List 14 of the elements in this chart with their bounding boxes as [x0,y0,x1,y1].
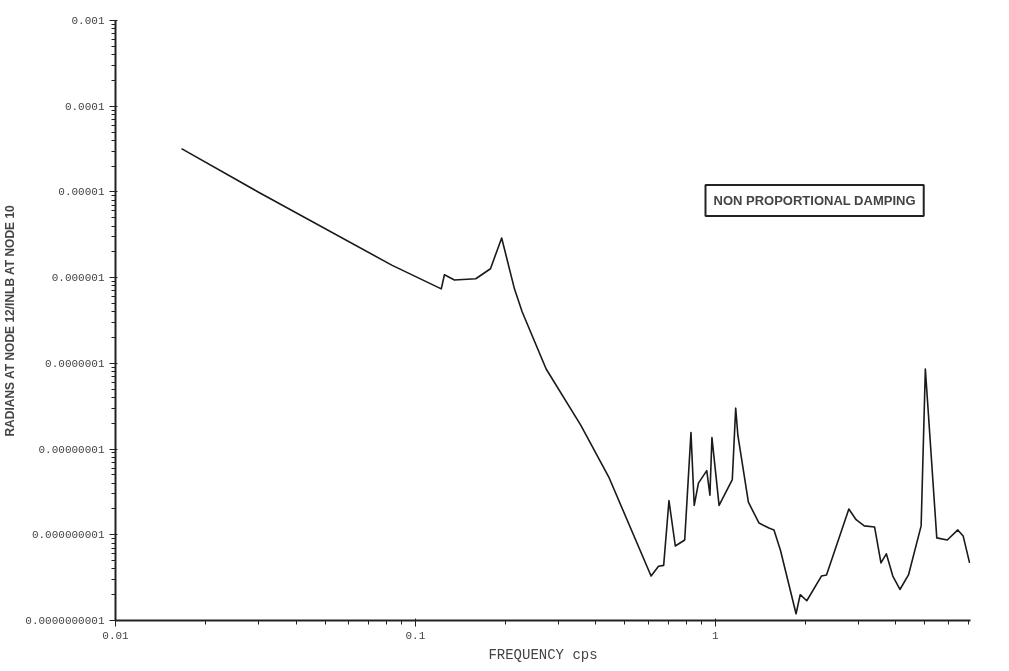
y-tick-label: 0.00001 [58,186,105,199]
x-tick-label: 0.01 [102,629,130,642]
x-tick-label: 0.1 [405,629,426,642]
x-tick-label: 1 [711,629,719,642]
y-tick-label: 0.0001 [64,100,105,113]
x-axis-title: FREQUENCY cps [488,646,598,663]
y-axis-title: RADIANS AT NODE 12/INLB AT NODE 10 [3,204,18,437]
y-tick-label: 0.000000001 [31,529,105,542]
y-tick-label: 0.00000001 [38,443,105,456]
y-tick-label: 0.000001 [51,272,105,285]
y-tick-label: 0.001 [71,15,105,27]
y-tick-label: 0.0000001 [45,357,105,370]
annotation: NON PROPORTIONAL DAMPING [713,193,916,208]
y-tick-label: 0.0000000001 [25,615,105,627]
